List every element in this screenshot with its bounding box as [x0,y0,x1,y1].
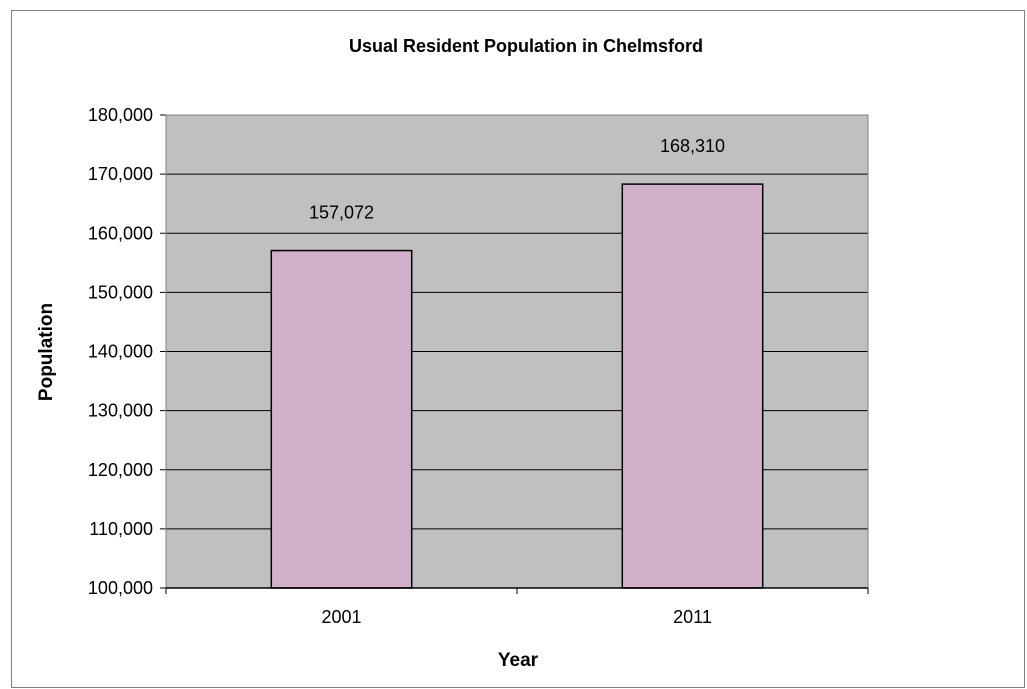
bar [621,183,764,589]
x-axis-label: Year [498,650,539,671]
y-axis-label: Population [36,303,57,401]
y-tick-label: 150,000 [88,282,153,302]
x-tick-label: 2011 [673,607,712,627]
x-tick-label: 2001 [321,607,361,627]
y-tick-label: 110,000 [89,519,153,539]
data-label: 157,072 [309,203,374,223]
chart-title: Usual Resident Population in Chelmsford [349,36,703,56]
y-tick-label: 130,000 [88,401,153,421]
y-tick-label: 120,000 [88,460,153,480]
x-tick-labels: 2001 2011 [321,607,711,627]
axes [160,114,869,594]
data-label: 168,310 [660,136,725,156]
y-tick-label: 160,000 [88,223,153,243]
y-tick-label: 180,000 [88,105,153,125]
bar [270,249,413,589]
y-tick-label: 170,000 [88,164,153,184]
data-labels: 157,072 168,310 [309,136,725,222]
y-tick-label: 140,000 [88,342,153,362]
bars [270,183,764,589]
y-tick-label: 100,000 [88,578,153,598]
y-tick-labels: 100,000 110,000 120,000 130,000 140,000 150,0… [88,105,153,598]
